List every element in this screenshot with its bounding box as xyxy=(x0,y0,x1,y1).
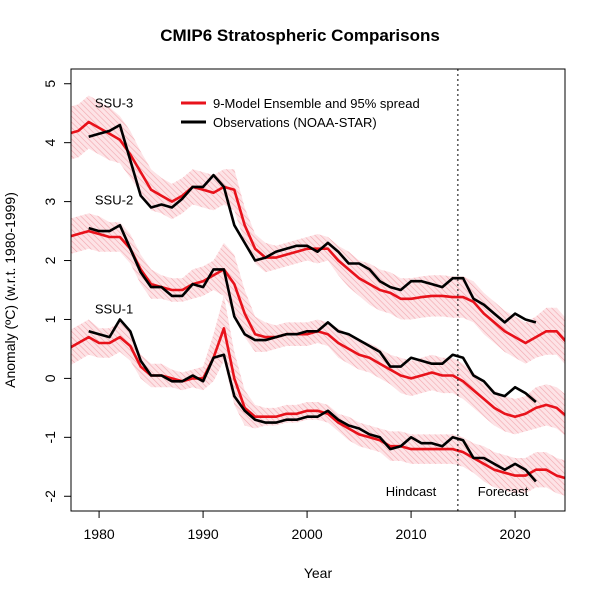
plot-frame xyxy=(70,68,566,512)
x-tick-label-2020: 2020 xyxy=(500,526,531,542)
y-tick-label-0: 0 xyxy=(42,374,58,382)
hindcast-label: Hindcast xyxy=(386,484,437,499)
chart-title: CMIP6 Stratospheric Comparisons xyxy=(160,26,440,45)
y-tick-label-2: 2 xyxy=(42,256,58,264)
y-axis: -2 -1 0 1 2 3 4 5 xyxy=(42,80,71,503)
legend-label-observations: Observations (NOAA-STAR) xyxy=(213,115,377,130)
observation-line-ssu-2 xyxy=(88,223,537,403)
x-tick-label-2000: 2000 xyxy=(292,526,323,542)
forecast-label: Forecast xyxy=(478,484,529,499)
x-axis-label: Year xyxy=(304,565,333,581)
legend: 9-Model Ensemble and 95% spread Observat… xyxy=(181,96,420,130)
y-tick-label-5: 5 xyxy=(42,80,58,88)
y-tick-label--2: -2 xyxy=(42,490,58,503)
observation-line-ssu-3 xyxy=(88,123,537,324)
x-tick-label-1990: 1990 xyxy=(188,526,219,542)
x-axis: 1980 1990 2000 2010 2020 xyxy=(84,511,531,542)
y-tick-label--1: -1 xyxy=(42,431,58,444)
x-tick-label-1980: 1980 xyxy=(84,526,115,542)
y-tick-label-4: 4 xyxy=(42,139,58,147)
model-line-ssu-3 xyxy=(71,120,565,345)
y-tick-label-3: 3 xyxy=(42,197,58,205)
spread-band-ssu-2 xyxy=(71,213,565,436)
series-label-ssu-2: SSU-2 xyxy=(95,193,133,208)
legend-label-model: 9-Model Ensemble and 95% spread xyxy=(213,96,420,111)
series-labels: SSU-3 SSU-2 SSU-1 xyxy=(95,95,133,316)
observation-line-ssu-1 xyxy=(88,318,537,483)
series-label-ssu-3: SSU-3 xyxy=(95,95,133,110)
y-tick-label-1: 1 xyxy=(42,315,58,323)
series-lines xyxy=(71,120,565,483)
y-axis-label: Anomaly (ºC) (w.r.t. 1980-1999) xyxy=(2,192,18,388)
spread-bands xyxy=(71,95,565,496)
series-label-ssu-1: SSU-1 xyxy=(95,302,133,317)
x-tick-label-2010: 2010 xyxy=(396,526,427,542)
